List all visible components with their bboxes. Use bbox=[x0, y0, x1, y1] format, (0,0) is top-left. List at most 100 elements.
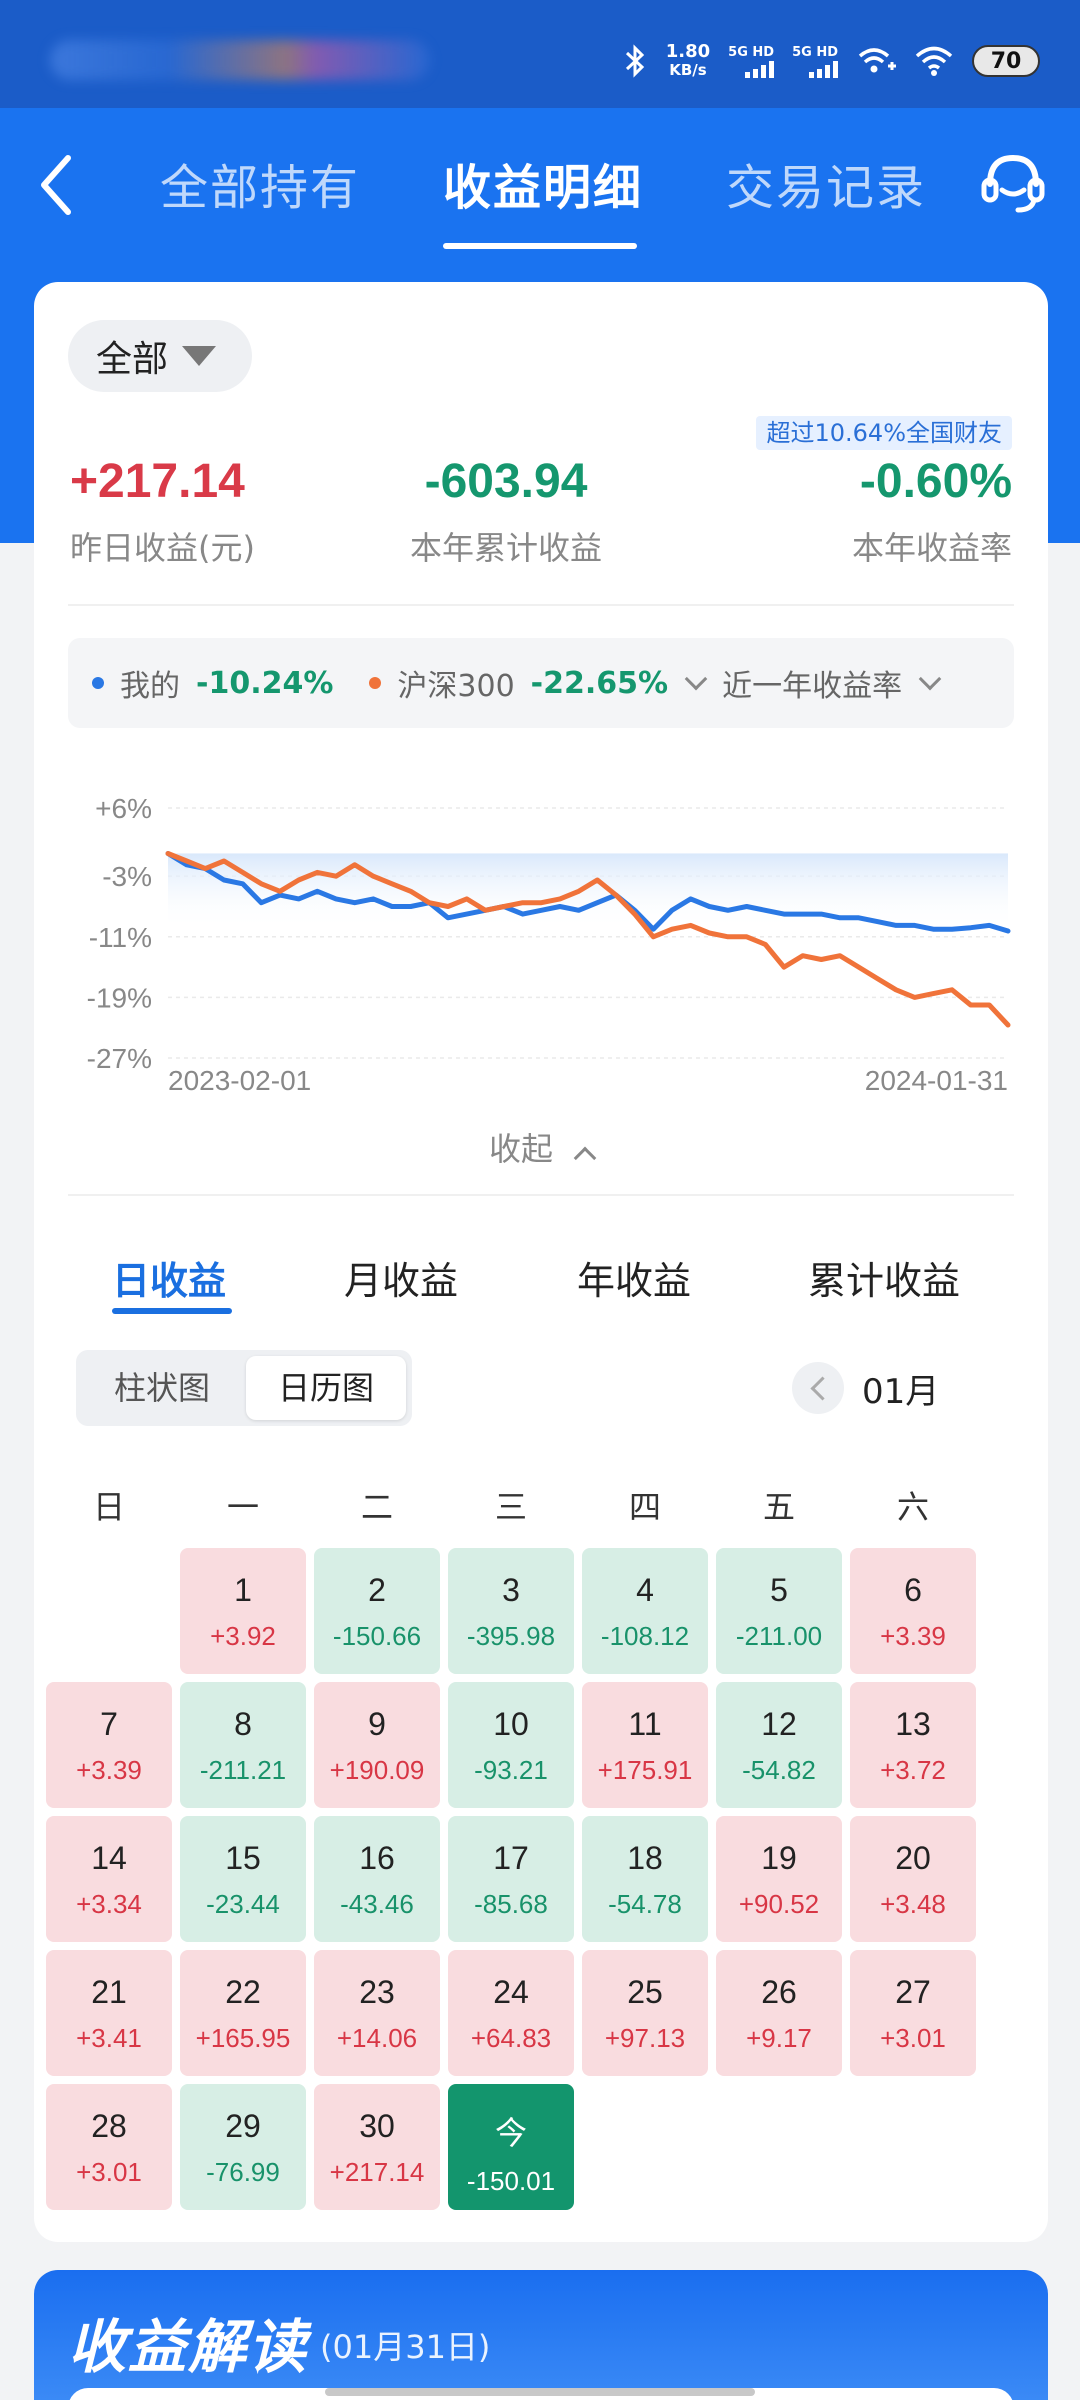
tab-yearly-earnings[interactable]: 年收益 bbox=[577, 1259, 692, 1303]
calendar-day[interactable]: 30 +217.14 bbox=[314, 2084, 440, 2210]
signal-bars-icon bbox=[745, 60, 775, 78]
calendar-day[interactable]: 7 +3.39 bbox=[46, 1682, 172, 1808]
calendar-day[interactable]: 26 +9.17 bbox=[716, 1950, 842, 2076]
calendar-day[interactable]: 5 -211.00 bbox=[716, 1548, 842, 1674]
calendar-day[interactable]: 18 -54.78 bbox=[582, 1816, 708, 1942]
calendar-view-option[interactable]: 日历图 bbox=[246, 1356, 406, 1420]
stat-label: 本年收益率 bbox=[851, 529, 1012, 567]
calendar-day[interactable]: 16 -43.46 bbox=[314, 1816, 440, 1942]
tab-trade-records[interactable]: 交易记录 bbox=[726, 160, 927, 216]
day-earnings: +64.83 bbox=[470, 2023, 552, 2053]
back-arrow-icon[interactable] bbox=[36, 150, 76, 220]
calendar-day[interactable]: 今 -150.01 bbox=[448, 2084, 574, 2210]
calendar-day[interactable]: 14 +3.34 bbox=[46, 1816, 172, 1942]
chevron-down-icon[interactable] bbox=[684, 667, 708, 691]
day-earnings: +3.01 bbox=[880, 2023, 946, 2053]
chart-legend: 我的 -10.24% 沪深300 -22.65% 近一年收益率 bbox=[68, 638, 1014, 728]
series-line-index bbox=[165, 851, 1011, 1028]
calendar-day[interactable]: 15 -23.44 bbox=[180, 1816, 306, 1942]
calendar-day[interactable]: 17 -85.68 bbox=[448, 1816, 574, 1942]
month-label: 01月 bbox=[862, 1372, 940, 1412]
day-number: 26 bbox=[761, 1974, 797, 2010]
bar-view-option[interactable]: 柱状图 bbox=[113, 1369, 210, 1407]
day-number: 16 bbox=[359, 1840, 395, 1876]
day-number: 23 bbox=[359, 1974, 395, 2010]
day-number: 21 bbox=[91, 1974, 127, 2010]
calendar-day[interactable]: 8 -211.21 bbox=[180, 1682, 306, 1808]
y-tick-label: -19% bbox=[87, 982, 152, 1013]
bluetooth-icon bbox=[625, 44, 644, 78]
day-earnings: -150.01 bbox=[466, 2166, 556, 2196]
calendar-day[interactable]: 28 +3.01 bbox=[46, 2084, 172, 2210]
y-tick-label: +6% bbox=[95, 793, 152, 824]
signal-bars-icon bbox=[809, 60, 838, 78]
weekday-label: 日 bbox=[92, 1488, 125, 1526]
day-number: 17 bbox=[493, 1840, 529, 1876]
calendar-day[interactable]: 6 +3.39 bbox=[850, 1548, 976, 1674]
day-earnings: +217.14 bbox=[329, 2157, 425, 2187]
day-number: 3 bbox=[502, 1572, 520, 1608]
calendar-day[interactable]: 20 +3.48 bbox=[850, 1816, 976, 1942]
calendar-day[interactable]: 12 -54.82 bbox=[716, 1682, 842, 1808]
day-number: 27 bbox=[895, 1974, 931, 2010]
weekday-label: 三 bbox=[494, 1488, 527, 1526]
day-number: 24 bbox=[493, 1974, 529, 2010]
weekday-label: 六 bbox=[896, 1488, 929, 1526]
stat-label: 昨日收益(元) bbox=[70, 529, 255, 567]
top-nav: 全部持有 收益明细 交易记录 bbox=[0, 108, 1080, 288]
battery-indicator: 70 bbox=[972, 45, 1040, 77]
tab-monthly-earnings[interactable]: 月收益 bbox=[344, 1259, 459, 1303]
legend-mine-label: 我的 bbox=[120, 669, 180, 704]
day-earnings: -211.00 bbox=[735, 1621, 823, 1651]
customer-service-icon[interactable] bbox=[978, 148, 1048, 218]
calendar-day[interactable]: 11 +175.91 bbox=[582, 1682, 708, 1808]
day-number: 14 bbox=[91, 1840, 127, 1876]
day-earnings: +3.92 bbox=[210, 1621, 276, 1651]
calendar-day[interactable]: 21 +3.41 bbox=[46, 1950, 172, 2076]
calendar-day[interactable]: 23 +14.06 bbox=[314, 1950, 440, 2076]
calendar-day[interactable]: 25 +97.13 bbox=[582, 1950, 708, 2076]
chevron-up-icon bbox=[573, 1146, 597, 1170]
day-number: 今 bbox=[494, 2115, 527, 2151]
tab-daily-earnings[interactable]: 日收益 bbox=[112, 1259, 227, 1303]
day-earnings: +3.48 bbox=[880, 1889, 946, 1919]
calendar-day[interactable]: 3 -395.98 bbox=[448, 1548, 574, 1674]
stat-label: 本年累计收益 bbox=[409, 529, 602, 567]
collapse-toggle[interactable]: 收起 bbox=[34, 1124, 1048, 1170]
earnings-interpretation-panel: 收益解读 (01月31日) bbox=[34, 2270, 1048, 2400]
prev-month-button[interactable] bbox=[792, 1362, 844, 1414]
calendar-day[interactable]: 24 +64.83 bbox=[448, 1950, 574, 2076]
calendar-day[interactable]: 10 -93.21 bbox=[448, 1682, 574, 1808]
calendar-day[interactable]: 2 -150.66 bbox=[314, 1548, 440, 1674]
calendar-day[interactable]: 1 +3.92 bbox=[180, 1548, 306, 1674]
series-line-mine bbox=[165, 851, 1011, 934]
view-toggle: 柱状图 日历图 bbox=[76, 1350, 412, 1426]
calendar-day[interactable]: 27 +3.01 bbox=[850, 1950, 976, 2076]
home-indicator[interactable] bbox=[325, 2388, 755, 2396]
wifi-plus-icon bbox=[858, 48, 896, 73]
tab-cumulative-earnings[interactable]: 累计收益 bbox=[808, 1259, 961, 1303]
day-earnings: -211.21 bbox=[199, 1755, 287, 1785]
zero-band bbox=[168, 853, 1008, 930]
status-bar: 1.80 KB/s 5G HD 5G HD 70 bbox=[0, 0, 1080, 108]
collapse-label: 收起 bbox=[488, 1130, 553, 1168]
calendar-day[interactable]: 19 +90.52 bbox=[716, 1816, 842, 1942]
calendar-day[interactable]: 9 +190.09 bbox=[314, 1682, 440, 1808]
stat-yesterday: +217.14 昨日收益(元) bbox=[70, 454, 255, 569]
account-filter-dropdown[interactable]: 全部 bbox=[68, 320, 252, 392]
day-earnings: -85.68 bbox=[474, 1889, 548, 1919]
legend-index-label[interactable]: 沪深300 bbox=[397, 669, 515, 704]
calendar-day[interactable]: 4 -108.12 bbox=[582, 1548, 708, 1674]
stat-value: +217.14 bbox=[70, 455, 245, 508]
calendar-day[interactable]: 13 +3.72 bbox=[850, 1682, 976, 1808]
tab-all-holdings[interactable]: 全部持有 bbox=[160, 160, 361, 216]
tab-earnings-detail[interactable]: 收益明细 bbox=[443, 160, 644, 216]
period-selector[interactable]: 近一年收益率 bbox=[722, 669, 903, 704]
day-earnings: +165.95 bbox=[195, 2023, 291, 2053]
return-line-chart: +6% -3% -11% -19% -27% 2023-02-01 2024-01-31 bbox=[87, 793, 1011, 1094]
day-earnings: -93.21 bbox=[474, 1755, 548, 1785]
filter-label: 全部 bbox=[96, 339, 169, 380]
calendar-day[interactable]: 29 -76.99 bbox=[180, 2084, 306, 2210]
chevron-down-icon[interactable] bbox=[918, 667, 942, 691]
calendar-day[interactable]: 22 +165.95 bbox=[180, 1950, 306, 2076]
